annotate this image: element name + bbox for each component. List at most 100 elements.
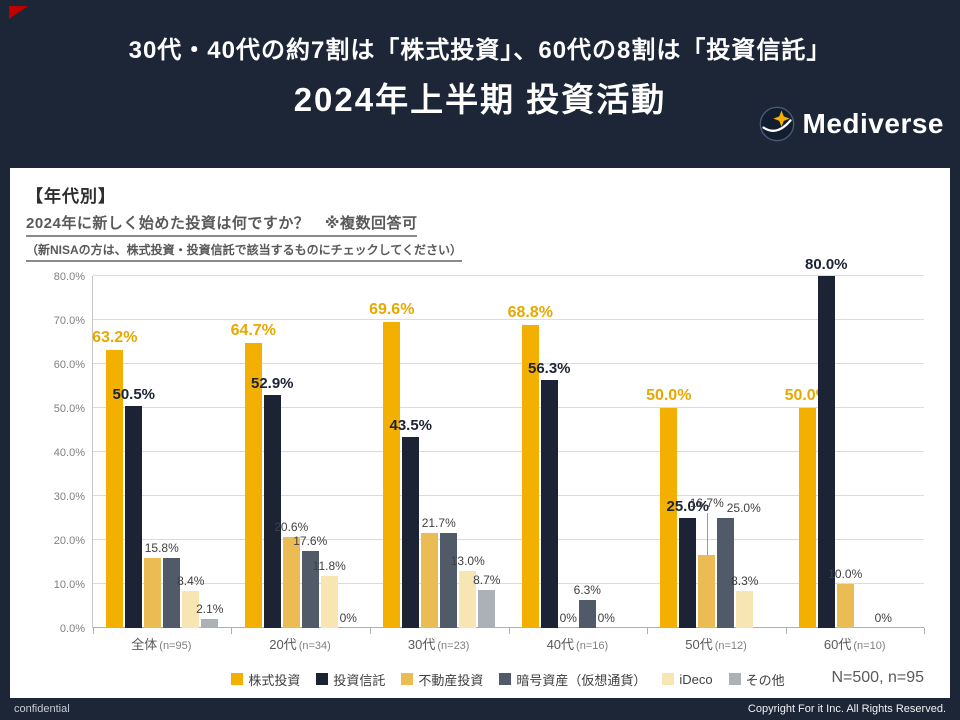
- bar-chart: 0.0% 10.0% 20.0% 30.0% 40.0% 50.0% 60.0% 70.0% 8…: [54, 256, 925, 635]
- copyright-text: Copyright For it Inc. All Rights Reserve…: [747, 703, 946, 715]
- header: 30代・40代の約7割は「株式投資」、60代の8割は「投資信託」 2024年上半…: [0, 0, 960, 121]
- bar-group: 50.0% 25.0% 16.7% 25.0% 8.3%: [646, 276, 786, 628]
- survey-note: （新NISAの方は、株式投資・投資信託で該当するものにチェックしてください）: [26, 241, 462, 262]
- x-axis-label: 60代 (n=10): [823, 637, 886, 652]
- bar-label: 10.0%: [828, 567, 863, 581]
- bar: 15.8%: [144, 541, 179, 628]
- bar-label: 63.2%: [92, 328, 138, 346]
- bar-group: 63.2% 50.5% 15.8% 8.4% 2.1%: [92, 276, 232, 628]
- bar-label: 50.0%: [646, 387, 692, 404]
- bar: 20.6%: [274, 520, 308, 628]
- confidential-label: confidential: [14, 703, 70, 715]
- label-leader-line: [706, 512, 708, 555]
- bar: 43.5%: [389, 417, 432, 628]
- legend-swatch: [728, 673, 741, 685]
- y-axis-label: 60.0%: [53, 359, 85, 371]
- y-axis-label: 20.0%: [53, 535, 85, 547]
- mediverse-logo-icon: [759, 106, 794, 142]
- bar: 8.7%: [473, 573, 500, 628]
- legend-label: その他: [745, 672, 785, 688]
- bar: 25.0%: [717, 501, 761, 628]
- legend-label: 不動産投資: [418, 672, 484, 688]
- bar: 52.9%: [251, 375, 294, 628]
- bar: 69.6%: [369, 301, 414, 628]
- legend-item: 投資信託: [316, 670, 385, 689]
- y-axis-label: 40.0%: [53, 447, 85, 459]
- gridline: [93, 407, 924, 408]
- gridline: [93, 451, 924, 452]
- mediverse-logo-text: Mediverse: [802, 108, 944, 139]
- bar: [163, 558, 181, 628]
- bar: [440, 532, 458, 628]
- bar-groups: 63.2% 50.5% 15.8% 8.4% 2.1% 64.7% 52.9% 20.6% 17…: [92, 256, 925, 628]
- bar: 17.6%: [293, 534, 327, 628]
- bar-label: 64.7%: [230, 322, 276, 340]
- y-axis-label: 80.0%: [53, 271, 85, 283]
- y-axis-label: 30.0%: [53, 491, 85, 503]
- bar-label: 25.0%: [726, 501, 761, 515]
- bar-label: 0%: [339, 611, 357, 625]
- legend-item: その他: [728, 670, 785, 689]
- legend-item: iDeco: [662, 671, 713, 687]
- legend-swatch: [231, 673, 244, 685]
- bar-group: 68.8% 56.3% 0% 6.3% 0%: [508, 276, 648, 628]
- bar: 25.0%: [666, 498, 709, 628]
- bar-label: 80.0%: [804, 256, 848, 273]
- axis-tick: [93, 628, 94, 634]
- bar-label: 2.1%: [196, 601, 224, 616]
- gridline: [93, 495, 924, 496]
- content-panel: 【年代別】 2024年に新しく始めた投資は何ですか？ ※複数回答可 （新NISA…: [10, 168, 950, 698]
- gridline: [93, 539, 924, 540]
- bar-group: 50.0% 80.0% 10.0% 0%: [785, 256, 925, 628]
- bar: 50.0%: [785, 387, 830, 628]
- bar: 80.0%: [805, 256, 848, 628]
- bar-label: 0%: [597, 611, 615, 625]
- bar: 6.3%: [574, 583, 601, 628]
- legend-label: 暗号資産（仮想通貨）: [516, 672, 647, 688]
- legend-label: 投資信託: [333, 672, 386, 688]
- bar: 16.7%: [690, 496, 724, 628]
- bar-label: 13.0%: [450, 553, 485, 568]
- legend: 株式投資 投資信託 不動産投資 暗号資産（仮想通貨） iDeco その他 N=500, n…: [92, 667, 924, 691]
- bar: 50.0%: [646, 387, 691, 628]
- bar-label: 21.7%: [421, 515, 456, 530]
- survey-question: 2024年に新しく始めた投資は何ですか？ ※複数回答可: [26, 212, 418, 237]
- legend-swatch: [499, 673, 512, 685]
- bar-label: 0%: [874, 611, 892, 625]
- page-title: 2024年上半期 投資活動: [293, 81, 667, 118]
- x-axis: 全体 (n=95) 20代 (n=34) 30代 (n=23) 40代 (n=16) 50代 (n…: [92, 634, 924, 653]
- axis-tick: [369, 628, 371, 634]
- headline: 30代・40代の約7割は「株式投資」、60代の8割は「投資信託」: [128, 37, 832, 64]
- gridline: [93, 363, 924, 364]
- bar-label: 8.7%: [473, 572, 501, 587]
- footer: confidential Copyright For it Inc. All R…: [0, 698, 960, 720]
- bar-label: 43.5%: [389, 416, 433, 434]
- bar-label: 8.4%: [177, 574, 205, 589]
- bar: 63.2%: [92, 329, 137, 628]
- y-axis-label: 50.0%: [53, 403, 85, 415]
- mediverse-logo: Mediverse: [759, 106, 944, 142]
- gridline: [93, 275, 924, 276]
- bar-label: 17.6%: [293, 533, 328, 548]
- bar-label: 0%: [559, 611, 577, 625]
- plot-area: 0.0% 10.0% 20.0% 30.0% 40.0% 50.0% 60.0% 70.0% 8…: [54, 256, 925, 635]
- legend-swatch: [316, 673, 329, 685]
- bar: 2.1%: [196, 602, 223, 628]
- bar-label: 56.3%: [527, 360, 571, 378]
- sample-size: N=500, n=95: [831, 669, 924, 686]
- legend-label: iDeco: [679, 671, 713, 687]
- y-axis-label: 10.0%: [53, 579, 85, 591]
- x-axis-label: 全体 (n=95): [131, 637, 192, 652]
- legend-swatch: [662, 673, 675, 685]
- legend-item: 暗号資産（仮想通貨）: [499, 670, 646, 689]
- legend-label: 株式投資: [248, 672, 301, 688]
- legend-items: 株式投資 投資信託 不動産投資 暗号資産（仮想通貨） iDeco その他: [231, 670, 785, 689]
- bar: 56.3%: [528, 360, 571, 628]
- x-axis-label: 30代 (n=23): [407, 637, 470, 652]
- bar: 10.0%: [828, 567, 862, 628]
- x-axis-label: 20代 (n=34): [269, 637, 331, 652]
- bar: 8.3%: [731, 574, 758, 628]
- axis-tick: [231, 628, 233, 634]
- x-axis-label: 50代 (n=12): [685, 637, 747, 652]
